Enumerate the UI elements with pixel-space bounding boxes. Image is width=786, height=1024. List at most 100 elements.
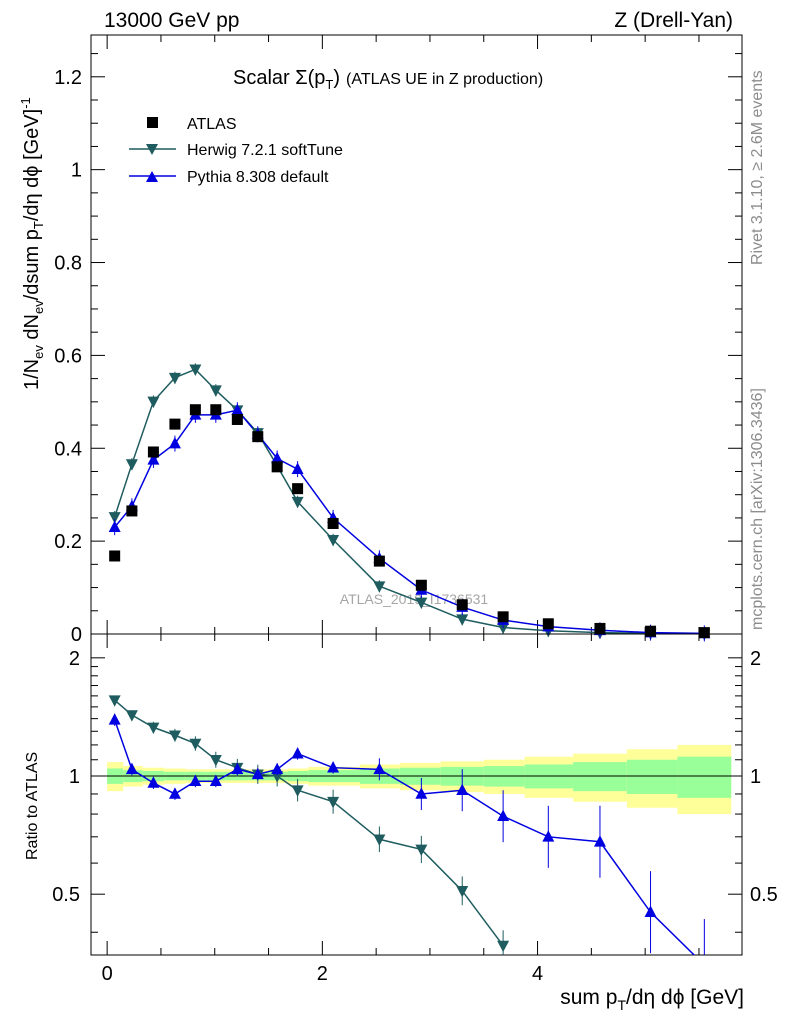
pythia-ratio-point (291, 747, 304, 759)
y-tick-label: 1 (71, 160, 82, 182)
ratio-y-tick-label-right: 2 (750, 648, 761, 670)
atlas-data-point (252, 431, 264, 443)
pythia-ratio-point (168, 787, 181, 799)
herwig-ratio-point (147, 722, 160, 734)
herwig-point (189, 364, 202, 376)
atlas-data-point (271, 461, 283, 473)
x-tick-label: 2 (317, 963, 328, 985)
herwig-ratio-point (497, 940, 510, 953)
pythia-point (168, 437, 181, 449)
pythia-ratio-point (327, 761, 340, 773)
legend-marker-herwig (146, 144, 158, 155)
legend-marker-atlas (147, 117, 158, 128)
pythia-ratio-point (271, 762, 284, 775)
atlas-data-point (456, 599, 468, 611)
herwig-ratio-point (125, 710, 138, 722)
atlas-data-point (373, 555, 385, 567)
atlas-data-point (231, 413, 243, 425)
x-tick-label: 4 (532, 963, 543, 985)
pythia-point (231, 403, 244, 415)
pythia-ratio-point (542, 830, 555, 842)
pythia-ratio-point (698, 958, 710, 969)
herwig-ratio-point (456, 886, 469, 898)
pythia-point (147, 453, 160, 465)
herwig-ratio-point (291, 785, 304, 797)
legend-label-herwig: Herwig 7.2.1 softTune (187, 142, 343, 159)
atlas-data-point (542, 618, 554, 630)
y-tick-label: 0.8 (54, 253, 82, 275)
ratio-y-tick-label-right: 0.5 (750, 884, 778, 906)
atlas-data-point (169, 418, 181, 430)
pythia-ratio-point (147, 776, 160, 788)
x-tick-label: 0 (102, 963, 113, 985)
ratio-plot-frame (90, 633, 743, 956)
herwig-ratio-point (327, 796, 340, 809)
herwig-point (168, 372, 181, 385)
header-left: 13000 GeV pp (104, 9, 239, 32)
atlas-data-point (698, 627, 710, 639)
main-axis-ticks: 0 0.2 0.4 0.6 0.8 1 1.2 (54, 35, 742, 646)
pythia-ratio-point (593, 835, 606, 847)
x-axis-label: sum pT/dη dϕ [GeV] (560, 986, 744, 1013)
legend-label-pythia: Pythia 8.308 default (187, 169, 329, 186)
atlas-data-point (327, 517, 339, 529)
pythia-ratio-point (373, 762, 386, 775)
atlas-data-point (210, 404, 222, 416)
herwig-point (327, 534, 340, 547)
pythia-ratio-point (231, 762, 244, 775)
herwig-ratio-point (189, 738, 202, 751)
atlas-data-point (109, 550, 121, 562)
herwig-point (456, 614, 469, 626)
pythia-ratio-point (415, 787, 428, 799)
herwig-point (125, 459, 138, 471)
legend-label-atlas: ATLAS (187, 116, 237, 133)
herwig-point (108, 512, 121, 524)
ratio-y-tick-label-right: 1 (750, 766, 761, 788)
herwig-ratio-point (168, 730, 181, 742)
herwig-point (209, 385, 222, 397)
rivet-label: Rivet 3.1.10, ≥ 2.6M events (749, 70, 766, 265)
pythia-ratio-point (497, 809, 510, 821)
ratio-clipped-group (108, 695, 710, 969)
atlas-data-point (126, 505, 138, 517)
pythia-point (108, 520, 121, 533)
mcplots-label: mcplots.cern.ch [arXiv:1306.3436] (749, 388, 766, 630)
pythia-ratio-point (209, 774, 222, 787)
pythia-ratio-point (108, 713, 121, 725)
ratio-axis-ticks: 0.5 0.5 1 1 2 2 0 2 4 (52, 634, 778, 985)
pythia-ratio-point (456, 783, 469, 796)
main-y-axis-label: 1/Nev dNev/dsum pT/dη dϕ [GeV]-1 (18, 97, 46, 390)
atlas-data-point (292, 483, 304, 495)
ratio-uncertainty-bands (91, 744, 742, 815)
ratio-series-group (108, 695, 710, 969)
pythia-point (291, 462, 304, 474)
herwig-ratio-point (108, 695, 121, 707)
pythia-ratio-point (189, 774, 202, 787)
ratio-y-tick-label: 2 (69, 648, 80, 670)
stat-uncertainty-band (677, 756, 732, 798)
pythia-ratio-point (644, 905, 657, 917)
atlas-data-point (189, 404, 201, 416)
atlas-data-point (415, 579, 427, 591)
pythia-ratio-point (125, 762, 138, 775)
ratio-y-tick-label: 1 (69, 766, 80, 788)
legend: ATLAS Herwig 7.2.1 softTune Pythia 8.308… (129, 116, 343, 186)
pythia-point (271, 451, 284, 464)
pythia-ratio-point (251, 767, 264, 780)
herwig-point (373, 581, 386, 593)
herwig-ratio-point (415, 844, 428, 857)
atlas-data-point (645, 625, 657, 637)
y-tick-label: 0.4 (54, 438, 82, 460)
header-right: Z (Drell-Yan) (614, 9, 733, 32)
herwig-point (415, 597, 428, 610)
y-tick-label: 0 (71, 624, 82, 646)
y-tick-label: 1.2 (54, 67, 82, 89)
herwig-point (497, 622, 510, 635)
y-tick-label: 0.2 (54, 531, 82, 553)
stat-uncertainty-band (626, 759, 678, 794)
herwig-point (147, 396, 160, 408)
herwig-point (291, 496, 304, 509)
legend-marker-pythia (146, 171, 158, 182)
herwig-ratio-point (373, 834, 386, 846)
